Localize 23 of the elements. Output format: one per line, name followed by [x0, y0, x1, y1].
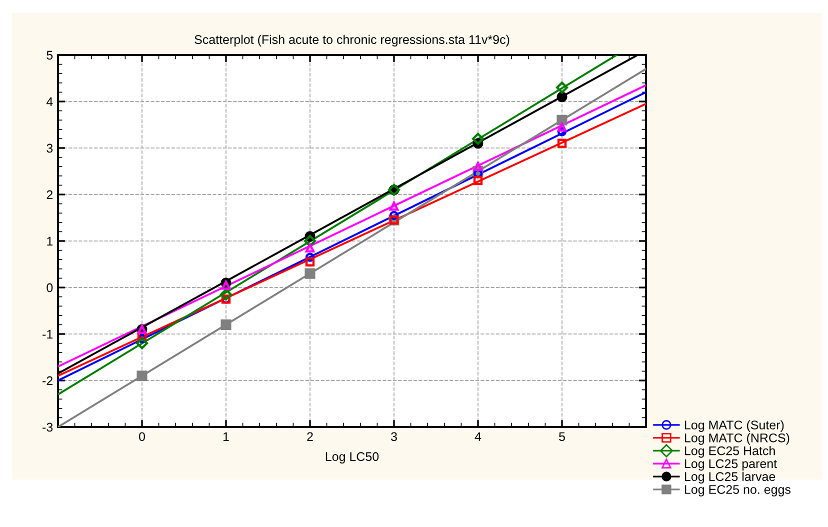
y-tick-label: 3 — [46, 144, 53, 153]
legend-label: Log LC25 parent — [684, 459, 777, 471]
y-tick-label: 2 — [46, 190, 53, 200]
x-tick-label: 1 — [223, 432, 229, 441]
legend-label: Log EC25 Hatch — [684, 446, 775, 458]
y-tick-label: 5 — [46, 50, 53, 60]
y-tick-label: 1 — [47, 236, 53, 246]
x-tick-label: 5 — [559, 432, 565, 442]
x-tick-label: 0 — [139, 432, 145, 442]
y-tick-label: -2 — [42, 376, 53, 386]
y-tick-label: 4 — [46, 97, 53, 106]
x-tick-label: 3 — [391, 432, 397, 442]
legend-label: Log LC25 larvae — [684, 472, 776, 484]
legend-label: Log MATC (NRCS) — [684, 433, 790, 445]
x-axis-title: Log LC50 — [326, 452, 379, 464]
y-tick-label: -3 — [42, 422, 53, 432]
legend-label: Log EC25 no. eggs — [684, 485, 791, 496]
legend-label: Log MATC (Suter) — [684, 420, 784, 432]
x-tick-label: 4 — [474, 432, 482, 441]
chart-title: Scatterplot (Fish acute to chronic regressions.sta 11v*9c) — [194, 34, 510, 46]
x-tick-label: 2 — [307, 432, 313, 441]
y-tick-label: -1 — [42, 330, 53, 339]
y-tick-label: 0 — [46, 283, 53, 292]
